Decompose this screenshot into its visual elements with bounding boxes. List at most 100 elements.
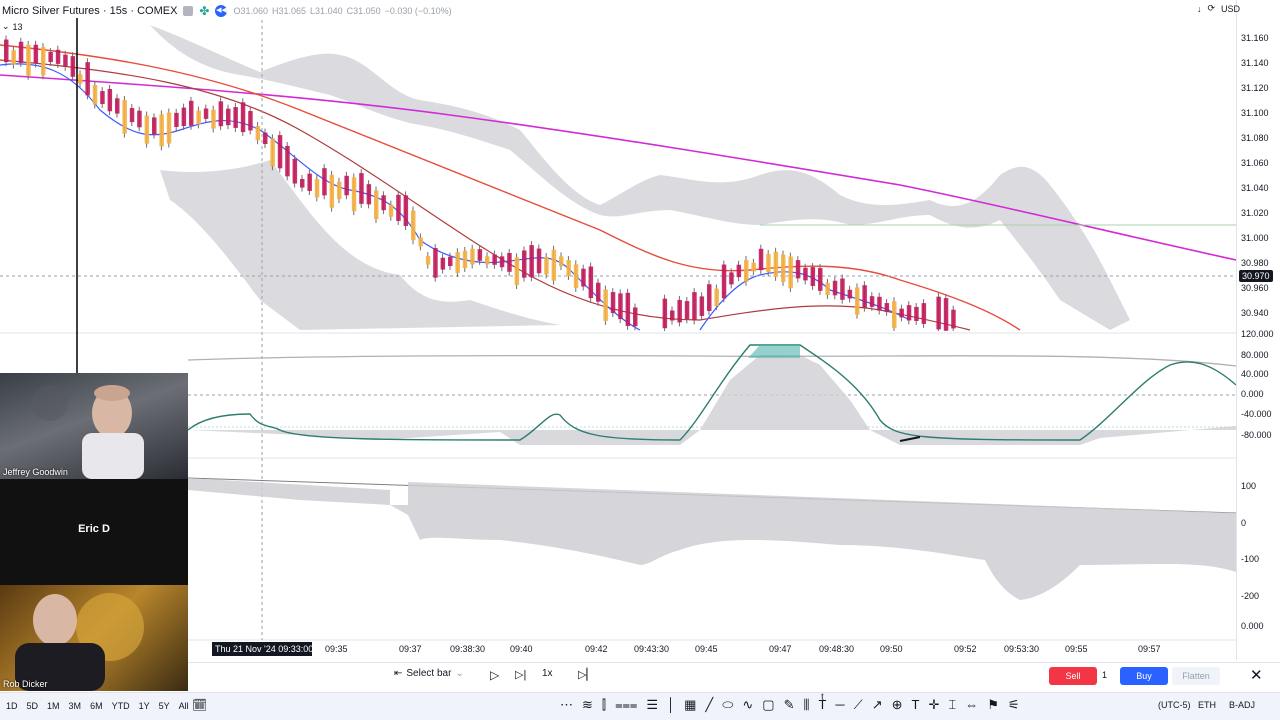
- period-button-5d[interactable]: 5D: [26, 701, 39, 711]
- candle-body[interactable]: [477, 249, 483, 261]
- candle-body[interactable]: [122, 99, 127, 134]
- candle-body[interactable]: [388, 204, 394, 217]
- candle-body[interactable]: [625, 292, 631, 326]
- candle-body[interactable]: [744, 259, 749, 282]
- price-label-icon[interactable]: ⊕: [891, 697, 903, 712]
- select-bar-control[interactable]: ⇤ Select bar ⌄: [394, 668, 464, 679]
- candle-body[interactable]: [152, 117, 157, 135]
- candle-body[interactable]: [189, 100, 194, 126]
- candle-body[interactable]: [721, 264, 727, 299]
- candle-body[interactable]: [374, 190, 379, 220]
- candle-body[interactable]: [85, 62, 90, 96]
- candle-body[interactable]: [63, 54, 68, 67]
- candle-body[interactable]: [707, 284, 712, 312]
- candle-body[interactable]: [166, 112, 172, 144]
- candle-body[interactable]: [329, 174, 335, 208]
- candle-body[interactable]: [70, 56, 76, 77]
- candle-body[interactable]: [773, 251, 779, 277]
- grid-icon[interactable]: ▦: [684, 697, 697, 712]
- period-button-5y[interactable]: 5Y: [158, 701, 170, 711]
- candle-body[interactable]: [92, 84, 98, 105]
- candle-body[interactable]: [633, 307, 638, 327]
- candle-body[interactable]: [307, 173, 312, 191]
- refresh-icon[interactable]: ⟳: [1207, 3, 1216, 13]
- candle-body[interactable]: [100, 91, 105, 104]
- candle-body[interactable]: [847, 289, 853, 299]
- candle-body[interactable]: [448, 256, 453, 267]
- adjustment-label[interactable]: B-ADJ: [1229, 700, 1256, 710]
- candle-body[interactable]: [855, 287, 860, 315]
- flag-icon[interactable]: ⚑: [987, 697, 999, 712]
- candle-body[interactable]: [781, 254, 786, 282]
- speed-button[interactable]: 1x: [542, 668, 553, 679]
- candle-body[interactable]: [396, 194, 401, 221]
- candle-body[interactable]: [174, 112, 179, 127]
- step-forward-button[interactable]: ▷|: [515, 668, 526, 681]
- crosshair-icon[interactable]: ✛: [928, 697, 940, 712]
- candle-body[interactable]: [277, 135, 283, 169]
- indicator-counter[interactable]: ⌄ 13: [2, 21, 23, 32]
- candle-body[interactable]: [433, 248, 438, 278]
- candle-body[interactable]: [285, 145, 290, 177]
- candle-body[interactable]: [218, 101, 224, 127]
- period-button-all[interactable]: All: [178, 701, 189, 711]
- back-arrow-icon[interactable]: ◀◀: [215, 5, 228, 17]
- session-label[interactable]: ETH: [1198, 700, 1216, 710]
- candle-body[interactable]: [137, 110, 142, 128]
- candle-body[interactable]: [337, 181, 342, 200]
- candle-body[interactable]: [573, 264, 579, 288]
- candle-body[interactable]: [951, 309, 956, 329]
- candle-body[interactable]: [692, 292, 697, 321]
- candle-body[interactable]: [921, 303, 927, 324]
- candle-body[interactable]: [677, 299, 682, 323]
- symbol-title[interactable]: Micro Silver Futures · 15s · COMEX: [2, 5, 178, 17]
- candle-body[interactable]: [869, 296, 875, 307]
- candle-body[interactable]: [795, 260, 801, 279]
- time-axis[interactable]: 09:35 09:37 09:38:30 09:40 09:42 09:43:30 09:4…: [188, 640, 1236, 660]
- candle-body[interactable]: [403, 195, 409, 226]
- candle-body[interactable]: [884, 303, 890, 312]
- candle-body[interactable]: [233, 107, 238, 128]
- sell-button[interactable]: Sell: [1049, 667, 1097, 685]
- candle-body[interactable]: [107, 88, 113, 112]
- candle-body[interactable]: [485, 256, 490, 265]
- text-icon[interactable]: T: [911, 697, 920, 712]
- period-button-ytd[interactable]: YTD: [111, 701, 130, 711]
- candle-body[interactable]: [492, 254, 497, 265]
- candle-body[interactable]: [906, 305, 912, 321]
- candle-body[interactable]: [115, 98, 120, 114]
- date-range-icon[interactable]: ⇔: [965, 697, 979, 712]
- candle-body[interactable]: [840, 278, 845, 300]
- candle-body[interactable]: [943, 298, 949, 331]
- close-icon[interactable]: ✕: [1250, 667, 1263, 684]
- chevron-down-icon[interactable]: ⌄: [2, 21, 10, 31]
- candle-body[interactable]: [226, 108, 231, 126]
- candle-body[interactable]: [736, 264, 742, 278]
- candle-body[interactable]: [618, 293, 623, 320]
- candle-body[interactable]: [581, 268, 586, 287]
- candle-body[interactable]: [529, 245, 534, 278]
- candle-body[interactable]: [603, 289, 608, 321]
- candle-body[interactable]: [4, 39, 9, 63]
- candle-body[interactable]: [514, 257, 520, 285]
- candle-body[interactable]: [196, 110, 201, 125]
- candle-body[interactable]: [936, 296, 941, 330]
- candle-body[interactable]: [818, 268, 823, 291]
- candle-body[interactable]: [211, 109, 216, 129]
- candle-body[interactable]: [144, 115, 150, 144]
- candle-body[interactable]: [832, 280, 838, 296]
- trend-line-icon[interactable]: ⋯: [560, 697, 573, 712]
- candle-body[interactable]: [810, 267, 816, 286]
- candle-body[interactable]: [684, 301, 690, 320]
- period-button-1y[interactable]: 1Y: [138, 701, 150, 711]
- period-button-6m[interactable]: 6M: [90, 701, 103, 711]
- candle-body[interactable]: [559, 256, 564, 267]
- ellipse-icon[interactable]: ⬭: [722, 697, 734, 712]
- clover-icon[interactable]: ✤: [199, 4, 210, 18]
- candle-body[interactable]: [522, 250, 527, 278]
- calendar-icon[interactable]: 🗓: [192, 698, 208, 712]
- candle-body[interactable]: [26, 44, 31, 76]
- timezone-label[interactable]: (UTC-5): [1158, 700, 1191, 710]
- candle-body[interactable]: [862, 285, 867, 308]
- candle-body[interactable]: [566, 260, 571, 276]
